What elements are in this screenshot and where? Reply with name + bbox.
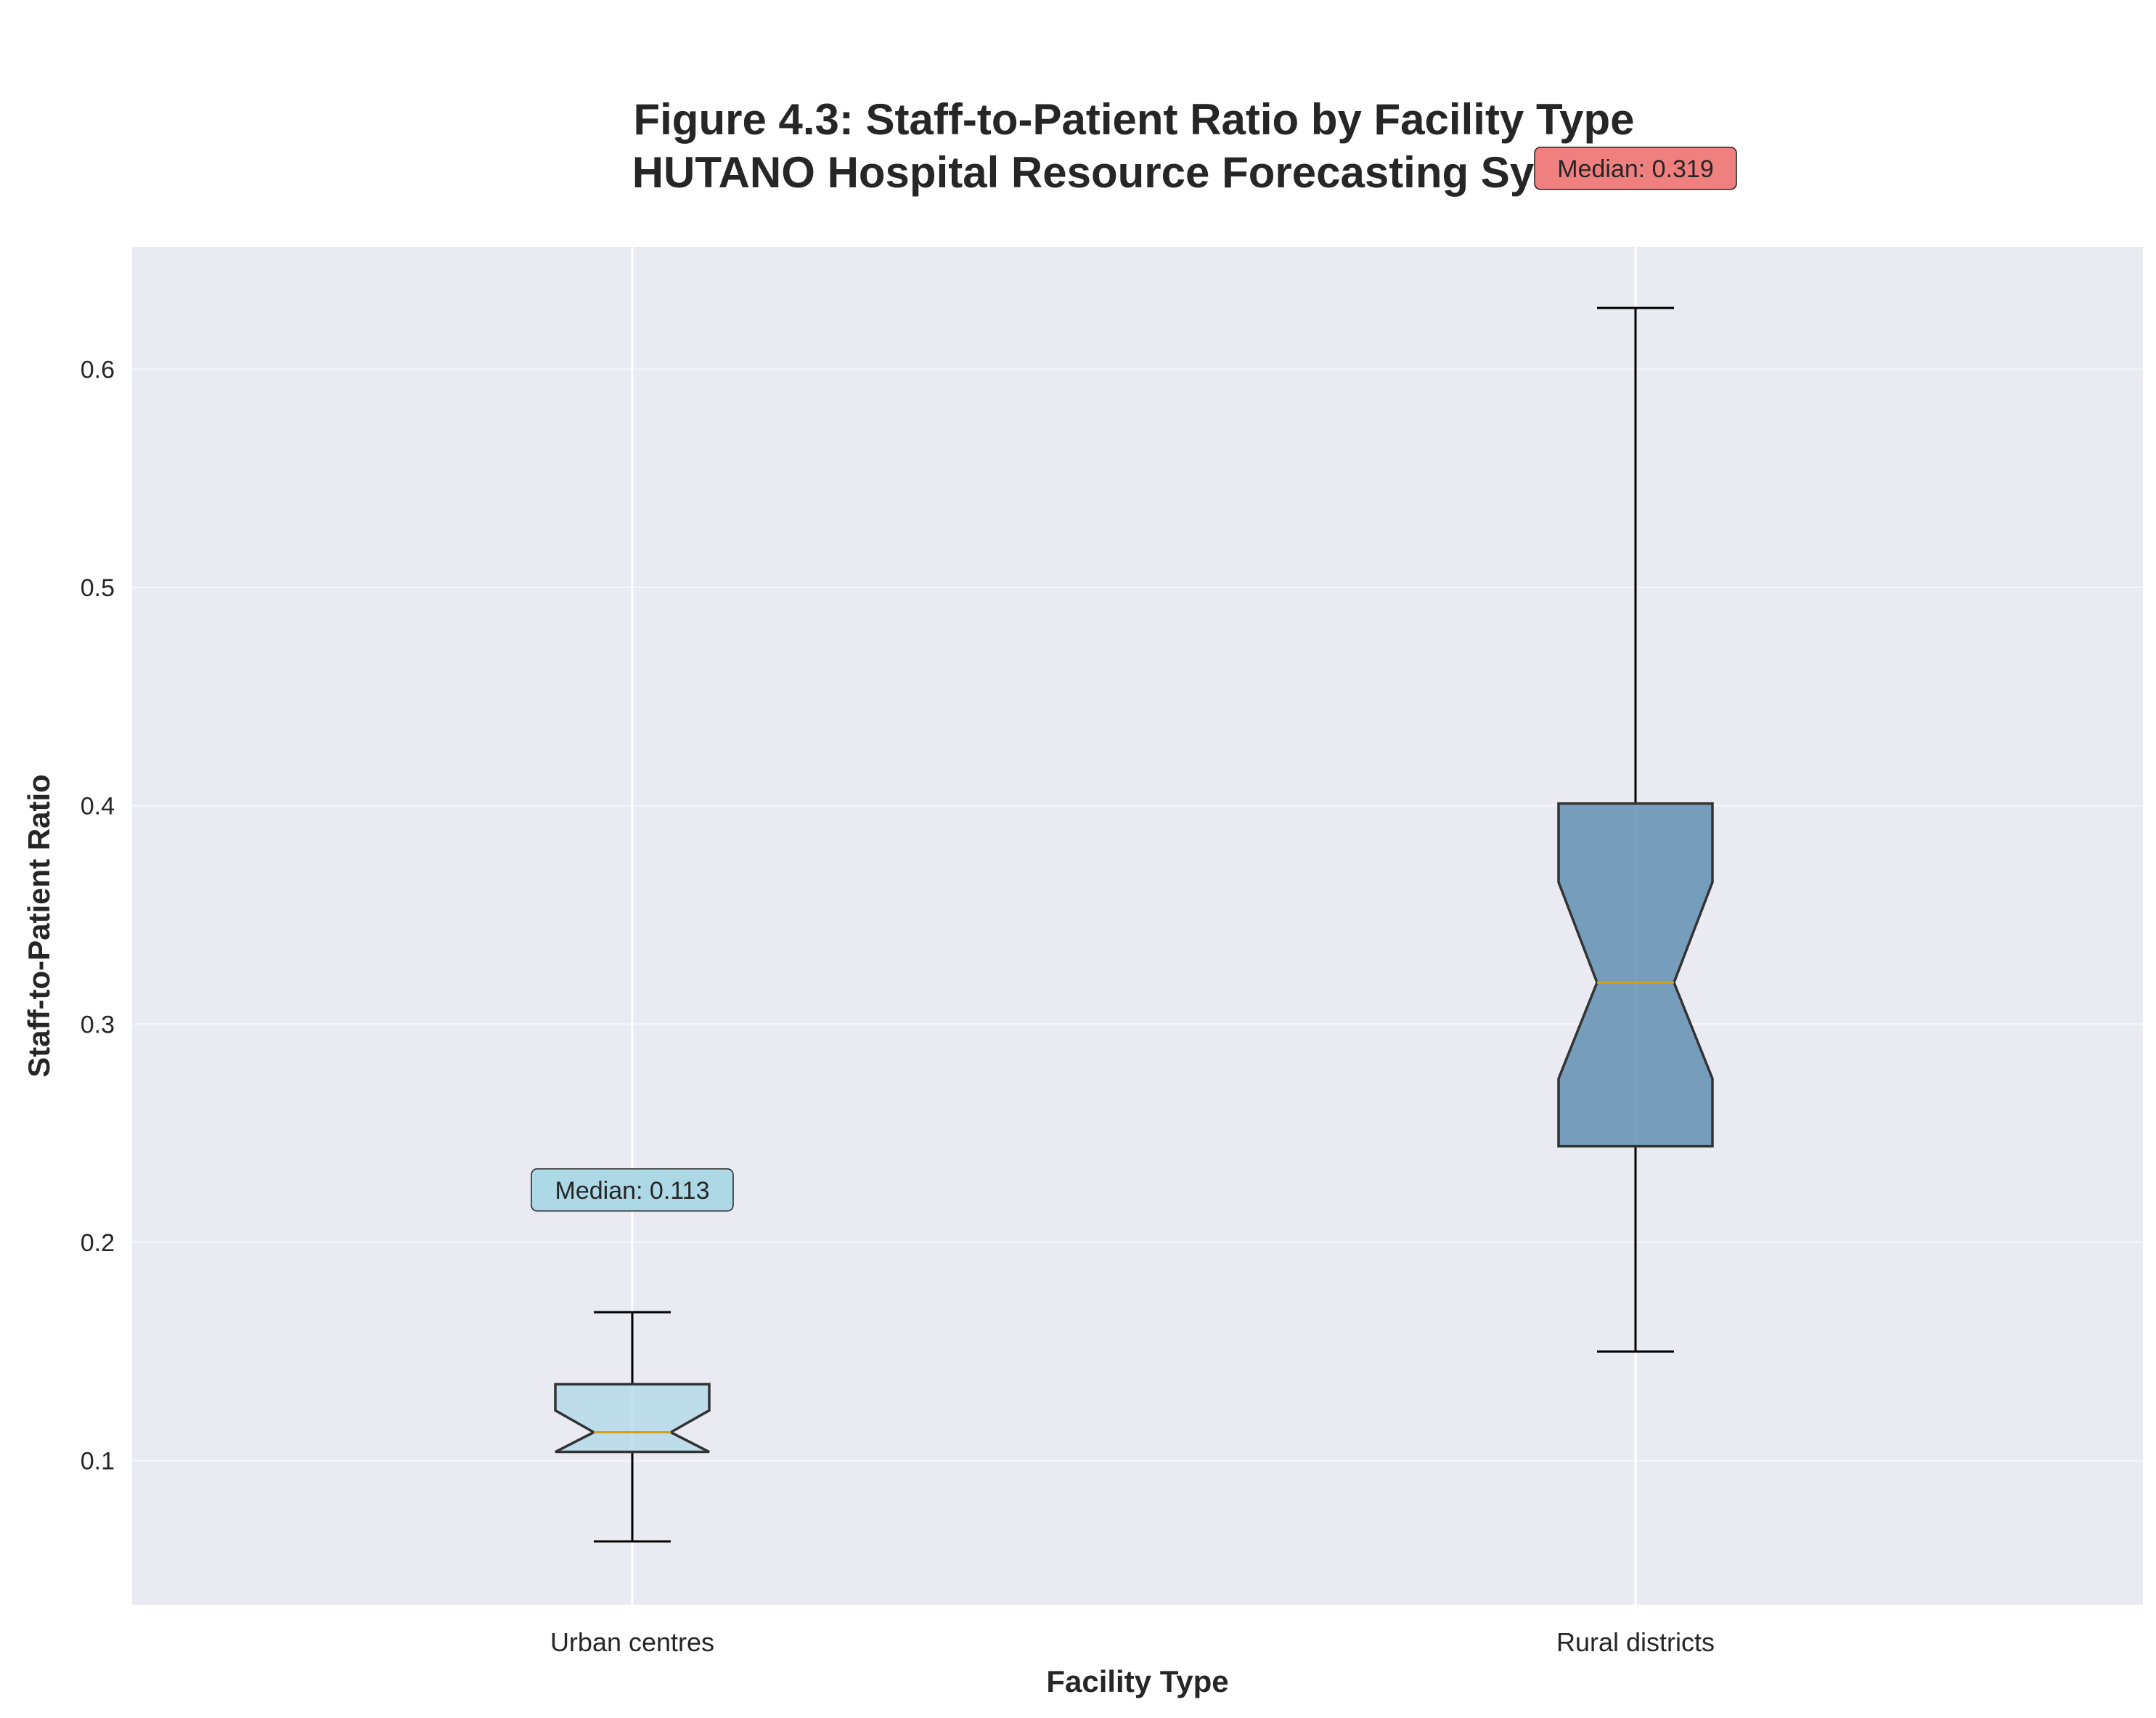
y-axis-ticks: 0.1 0.2 0.3 0.4 0.5 0.6	[81, 356, 115, 1475]
median-annotation-text: Median: 0.113	[555, 1177, 710, 1205]
plot-area	[132, 247, 2143, 1605]
y-tick-label: 0.1	[81, 1448, 115, 1475]
median-annotation-text: Median: 0.319	[1557, 155, 1714, 183]
x-tick-label: Urban centres	[550, 1627, 714, 1657]
notched-box	[1557, 802, 1714, 1148]
notched-box	[554, 1383, 711, 1454]
x-axis-ticks: Urban centres Rural districts	[550, 1627, 1715, 1657]
median-annotation-box	[531, 1168, 734, 1212]
y-tick-label: 0.3	[81, 1011, 115, 1038]
x-tick-label: Rural districts	[1556, 1627, 1715, 1657]
median-annotation-box	[1534, 147, 1737, 190]
y-tick-label: 0.6	[81, 356, 115, 383]
chart-title: Figure 4.3: Staff-to-Patient Ratio by Fa…	[633, 95, 1634, 144]
box-layer	[554, 306, 1714, 1543]
y-tick-label: 0.4	[81, 793, 115, 821]
x-axis-label: Facility Type	[1046, 1664, 1228, 1698]
y-tick-label: 0.5	[81, 574, 115, 602]
median-annotation: Median: 0.113	[531, 1168, 734, 1212]
median-annotation: Median: 0.319	[1534, 147, 1737, 190]
chart-subtitle: HUTANO Hospital Resource Forecasting Sys…	[632, 148, 1636, 197]
y-axis-label: Staff-to-Patient Ratio	[22, 774, 56, 1078]
y-tick-label: 0.2	[81, 1229, 115, 1257]
grid-lines	[132, 247, 2143, 1605]
annotation-layer: Median: 0.113 Median: 0.319	[531, 147, 1737, 1212]
